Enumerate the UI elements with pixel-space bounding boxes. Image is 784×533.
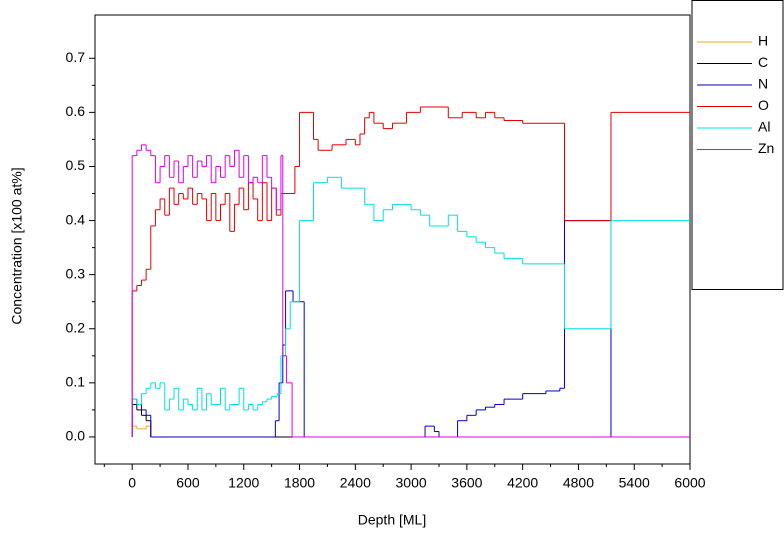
plot-frame <box>94 14 691 465</box>
x-tick-label: 5400 <box>619 475 650 491</box>
legend-label: Al <box>758 119 770 135</box>
y-tick-label: 0.0 <box>66 428 86 444</box>
x-tick-label: 6000 <box>674 475 705 491</box>
legend-label: Zn <box>758 140 774 156</box>
legend-label: H <box>758 33 768 49</box>
legend-label: O <box>758 97 769 113</box>
y-tick-label: 0.4 <box>66 211 86 227</box>
series-5 <box>131 144 690 438</box>
series-4 <box>131 176 690 437</box>
series-0 <box>131 425 690 438</box>
y-tick-label: 0.1 <box>66 374 86 390</box>
x-tick-label: 4800 <box>563 475 594 491</box>
x-tick-label: 2400 <box>340 475 371 491</box>
x-tick-label: 4200 <box>507 475 538 491</box>
x-tick-label: 0 <box>128 475 136 491</box>
x-axis-title: Depth [ML] <box>358 512 426 528</box>
y-tick-label: 0.6 <box>66 103 86 119</box>
y-tick-label: 0.5 <box>66 157 86 173</box>
x-tick-label: 600 <box>176 475 200 491</box>
legend-label: C <box>758 54 768 70</box>
series-3 <box>131 106 690 437</box>
legend-box <box>691 0 784 290</box>
y-tick-label: 0.3 <box>66 265 86 281</box>
y-tick-label: 0.7 <box>66 49 86 65</box>
series-1 <box>131 403 690 438</box>
x-tick-label: 3000 <box>396 475 427 491</box>
x-tick-label: 3600 <box>451 475 482 491</box>
y-axis-title: Concentration [x100 at%] <box>9 167 25 324</box>
y-tick-label: 0.2 <box>66 319 86 335</box>
legend-label: N <box>758 76 768 92</box>
x-tick-label: 1800 <box>284 475 315 491</box>
x-tick-label: 1200 <box>228 475 259 491</box>
